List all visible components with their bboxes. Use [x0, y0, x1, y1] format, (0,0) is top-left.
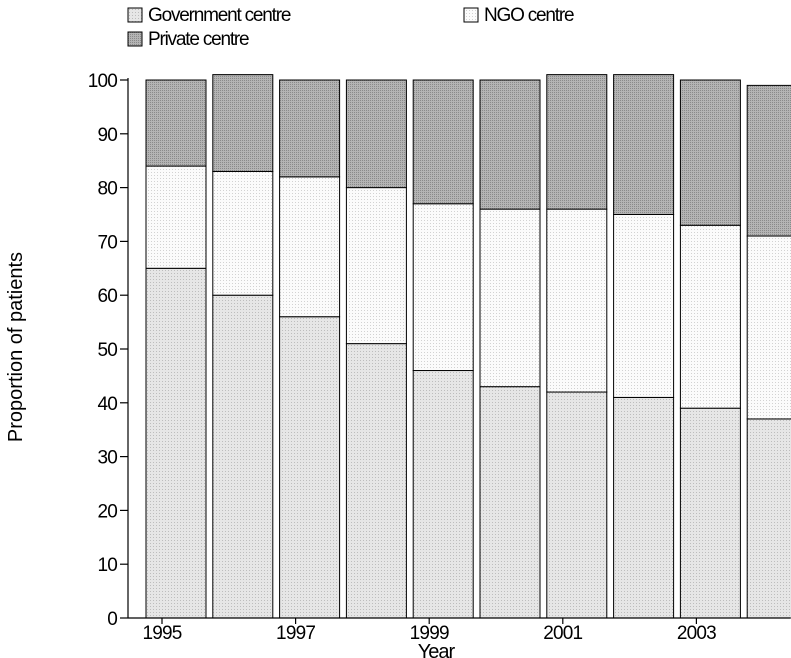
bar-government-centre-1995	[145, 267, 207, 619]
bar-government-centre-1996	[212, 294, 274, 619]
bar-private-centre-1999	[412, 79, 474, 205]
bar-stack-2001	[546, 74, 608, 619]
y-tick-label-60: 60	[97, 286, 117, 307]
bar-government-centre-2001	[546, 391, 608, 619]
legend-swatch	[127, 7, 143, 23]
bar-private-centre-2003	[679, 79, 741, 226]
legend-swatch	[127, 31, 143, 47]
bar-ngo-centre-1996	[212, 170, 274, 296]
bar-ngo-centre-2000	[479, 208, 541, 388]
axes-group: 0 10 20 30 40 50 60 70 80 90 100 1995 1997 1999 2001 20…	[88, 71, 790, 644]
y-tick-label-40: 40	[97, 394, 117, 415]
y-axis-title: Proportion of patients	[5, 252, 27, 442]
y-tick-label-30: 30	[97, 448, 117, 469]
legend-label: Government centre	[148, 5, 291, 26]
legend-item-government-centre: Government centre	[127, 5, 292, 26]
bar-stack-1995	[145, 79, 207, 619]
y-tick-label-90: 90	[97, 125, 117, 146]
bar-stack-2004	[746, 84, 791, 619]
bar-stack-1998	[345, 79, 407, 619]
y-tick-label-10: 10	[97, 555, 117, 576]
y-tick-label-50: 50	[97, 340, 117, 361]
y-tick-label-80: 80	[97, 179, 117, 200]
y-tick-label-0: 0	[107, 609, 117, 630]
legend-item-private-centre: Private centre	[127, 29, 250, 50]
bar-government-centre-2003	[679, 407, 741, 619]
bar-government-centre-1997	[279, 316, 341, 619]
bar-government-centre-2002	[613, 396, 675, 619]
bars-group	[145, 74, 791, 619]
bar-ngo-centre-1997	[279, 176, 341, 318]
bar-stack-1996	[212, 74, 274, 619]
bar-ngo-centre-1999	[412, 203, 474, 372]
bar-stack-2003	[679, 79, 741, 619]
bar-private-centre-1997	[279, 79, 341, 178]
x-tick-label-1999: 1999	[410, 623, 449, 644]
y-tick-label-100: 100	[88, 71, 118, 92]
legend: Government centre NGO centre Private centr…	[127, 5, 575, 50]
bar-private-centre-1998	[345, 79, 407, 189]
x-axis-title: Year	[418, 641, 456, 658]
bar-ngo-centre-1998	[345, 187, 407, 345]
bar-government-centre-1998	[345, 343, 407, 619]
bar-private-centre-2001	[546, 74, 608, 210]
legend-label: NGO centre	[484, 5, 574, 26]
bar-stack-1999	[412, 79, 474, 619]
legend-swatch	[463, 7, 479, 23]
y-tick-label-70: 70	[97, 232, 117, 253]
x-tick-label-2003: 2003	[677, 623, 716, 644]
bar-private-centre-1995	[145, 79, 207, 167]
bar-stack-2002	[613, 74, 675, 619]
bar-stack-1997	[279, 79, 341, 619]
bar-government-centre-2000	[479, 386, 541, 619]
bar-private-centre-2004	[746, 84, 791, 237]
bar-private-centre-2002	[613, 74, 675, 216]
bar-ngo-centre-2002	[613, 214, 675, 398]
bar-ngo-centre-2003	[679, 224, 741, 409]
bar-ngo-centre-1995	[145, 165, 207, 269]
bar-government-centre-2004	[746, 418, 791, 619]
bar-stack-2000	[479, 79, 541, 619]
legend-label: Private centre	[148, 29, 249, 50]
x-tick-label-1997: 1997	[276, 623, 315, 644]
x-tick-label-1995: 1995	[142, 623, 181, 644]
bar-ngo-centre-2001	[546, 208, 608, 393]
bar-private-centre-1996	[212, 74, 274, 172]
legend-item-ngo-centre: NGO centre	[463, 5, 575, 26]
x-tick-label-2001: 2001	[543, 623, 582, 644]
bar-private-centre-2000	[479, 79, 541, 210]
y-tick-label-20: 20	[97, 501, 117, 522]
bar-ngo-centre-2004	[746, 235, 791, 420]
bar-government-centre-1999	[412, 370, 474, 619]
